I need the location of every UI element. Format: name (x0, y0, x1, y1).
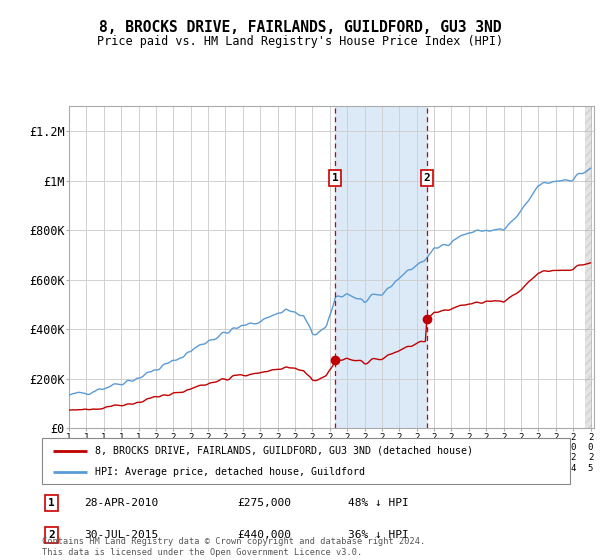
Text: Price paid vs. HM Land Registry's House Price Index (HPI): Price paid vs. HM Land Registry's House … (97, 35, 503, 48)
Text: £440,000: £440,000 (238, 530, 292, 540)
Text: 8, BROCKS DRIVE, FAIRLANDS, GUILDFORD, GU3 3ND: 8, BROCKS DRIVE, FAIRLANDS, GUILDFORD, G… (99, 20, 501, 35)
Text: 30-JUL-2015: 30-JUL-2015 (84, 530, 158, 540)
Text: 2: 2 (48, 530, 55, 540)
FancyBboxPatch shape (42, 438, 570, 484)
Bar (585, 106, 592, 428)
Text: 36% ↓ HPI: 36% ↓ HPI (348, 530, 409, 540)
Text: 28-APR-2010: 28-APR-2010 (84, 498, 158, 508)
Text: 1: 1 (48, 498, 55, 508)
Bar (335, 106, 427, 428)
Text: £275,000: £275,000 (238, 498, 292, 508)
Text: 1: 1 (332, 173, 338, 183)
Text: 48% ↓ HPI: 48% ↓ HPI (348, 498, 409, 508)
Text: 2: 2 (424, 173, 430, 183)
Text: Contains HM Land Registry data © Crown copyright and database right 2024.
This d: Contains HM Land Registry data © Crown c… (42, 537, 425, 557)
Text: 8, BROCKS DRIVE, FAIRLANDS, GUILDFORD, GU3 3ND (detached house): 8, BROCKS DRIVE, FAIRLANDS, GUILDFORD, G… (95, 446, 473, 456)
Text: HPI: Average price, detached house, Guildford: HPI: Average price, detached house, Guil… (95, 467, 365, 477)
